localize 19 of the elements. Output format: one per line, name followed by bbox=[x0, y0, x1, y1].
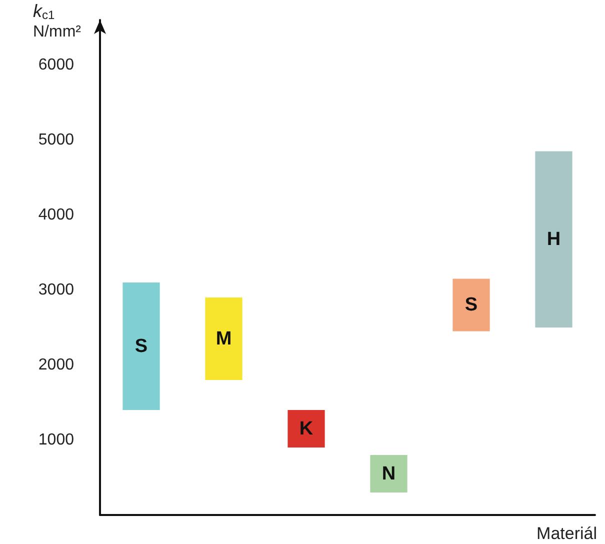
x-tick-label: S bbox=[134, 336, 148, 357]
y-tick-label: 3000 bbox=[38, 282, 74, 298]
y-tick-label: 1000 bbox=[38, 432, 74, 448]
x-tick-label: N bbox=[382, 463, 396, 484]
bar bbox=[205, 298, 242, 380]
y-tick-label: 2000 bbox=[38, 356, 74, 374]
bar bbox=[370, 455, 408, 492]
bar bbox=[122, 282, 160, 410]
x-axis-title: Materiál bbox=[536, 524, 598, 543]
y-tick-label: 6000 bbox=[38, 56, 74, 74]
x-tick-label: S bbox=[464, 294, 478, 316]
y-tick-label: 4000 bbox=[38, 206, 74, 224]
x-tick-label: H bbox=[546, 228, 561, 250]
bar bbox=[452, 278, 490, 332]
bar bbox=[288, 410, 325, 448]
y-tick-label: 5000 bbox=[38, 132, 74, 148]
x-tick-label: M bbox=[216, 328, 232, 350]
x-tick-label: K bbox=[299, 418, 314, 440]
bar bbox=[535, 151, 572, 328]
